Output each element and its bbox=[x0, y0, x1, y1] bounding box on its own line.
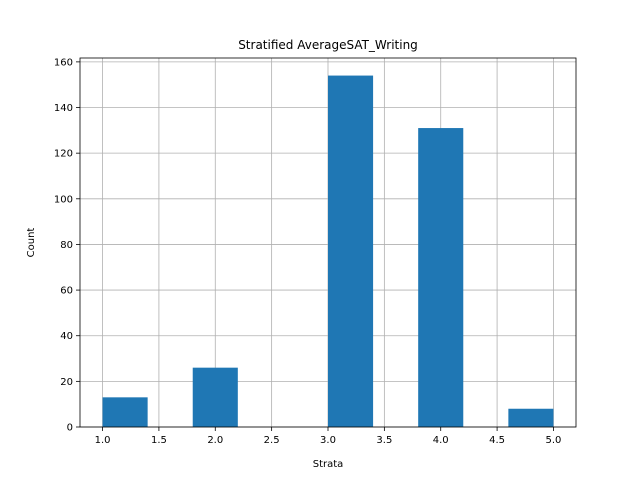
x-axis-label: Strata bbox=[313, 459, 344, 470]
y-tick-label: 60 bbox=[60, 286, 73, 297]
histogram-bar bbox=[192, 367, 238, 427]
x-tick-label: 2.0 bbox=[207, 435, 223, 446]
y-axis-label: Count bbox=[26, 228, 37, 258]
y-tick-label: 140 bbox=[54, 103, 73, 114]
y-tick-label: 80 bbox=[60, 240, 73, 251]
x-tick-label: 2.5 bbox=[264, 435, 280, 446]
x-tick-label: 5.0 bbox=[546, 435, 562, 446]
x-tick-label: 1.0 bbox=[95, 435, 111, 446]
y-tick-label: 0 bbox=[67, 423, 73, 434]
y-tick-label: 40 bbox=[60, 331, 73, 342]
histogram-bar bbox=[102, 397, 148, 427]
y-tick-label: 100 bbox=[54, 194, 73, 205]
y-tick-label: 120 bbox=[54, 149, 73, 160]
histogram-bar bbox=[418, 128, 464, 428]
y-tick-label: 160 bbox=[54, 57, 73, 68]
x-tick-label: 3.5 bbox=[376, 435, 392, 446]
chart-title: Stratified AverageSAT_Writing bbox=[238, 38, 418, 52]
x-tick-label: 1.5 bbox=[151, 435, 167, 446]
x-tick-label: 4.5 bbox=[489, 435, 505, 446]
ticks: 1.0 1.5 2.0 2.5 3.0 3.5 4.0 4.5 5.0 0 20 40 60 80 100 1… bbox=[54, 57, 562, 446]
bars bbox=[102, 75, 554, 428]
x-tick-label: 3.0 bbox=[320, 435, 336, 446]
histogram-bar bbox=[328, 75, 374, 428]
histogram-bar bbox=[508, 408, 554, 427]
x-tick-label: 4.0 bbox=[433, 435, 449, 446]
y-tick-label: 20 bbox=[60, 377, 73, 388]
